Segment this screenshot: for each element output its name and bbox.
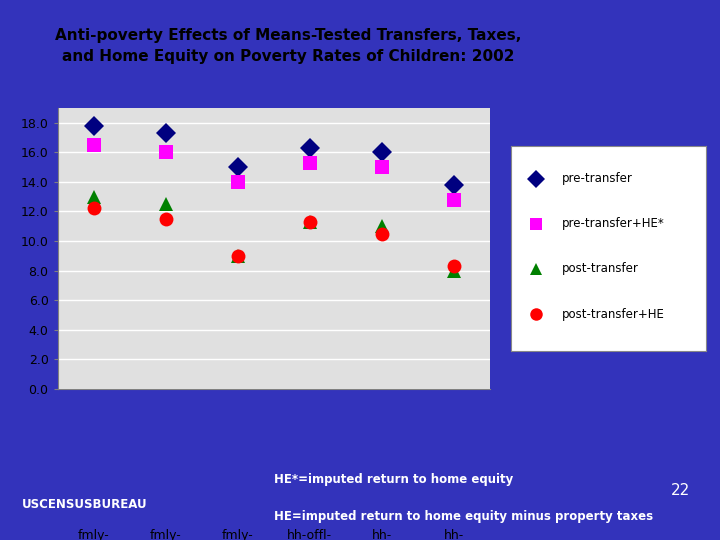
Text: hh-
3prm-
CPI: hh- 3prm- CPI (363, 529, 400, 540)
Text: fmly-
offl-
CPI: fmly- offl- CPI (78, 529, 109, 540)
Text: HE=imputed return to home equity minus property taxes: HE=imputed return to home equity minus p… (274, 510, 653, 523)
Text: pre-transfer: pre-transfer (562, 172, 633, 185)
Text: 22: 22 (671, 483, 690, 498)
Text: hh-offl-
CPI: hh-offl- CPI (287, 529, 332, 540)
Text: hh-
3prm-
RS: hh- 3prm- RS (435, 529, 472, 540)
Text: pre-transfer+HE*: pre-transfer+HE* (562, 217, 665, 230)
Text: HE*=imputed return to home equity: HE*=imputed return to home equity (274, 473, 513, 486)
Text: fmly-
3prm-
CPI: fmly- 3prm- CPI (147, 529, 184, 540)
Text: post-transfer: post-transfer (562, 262, 639, 275)
Text: USCENSUSBUREAU: USCENSUSBUREAU (22, 498, 147, 511)
Text: Anti-poverty Effects of Means-Tested Transfers, Taxes,: Anti-poverty Effects of Means-Tested Tra… (55, 28, 521, 43)
Text: post-transfer+HE: post-transfer+HE (562, 308, 665, 321)
Text: fmly-
3prm-
RS: fmly- 3prm- RS (219, 529, 256, 540)
Text: and Home Equity on Poverty Rates of Children: 2002: and Home Equity on Poverty Rates of Chil… (62, 49, 514, 64)
